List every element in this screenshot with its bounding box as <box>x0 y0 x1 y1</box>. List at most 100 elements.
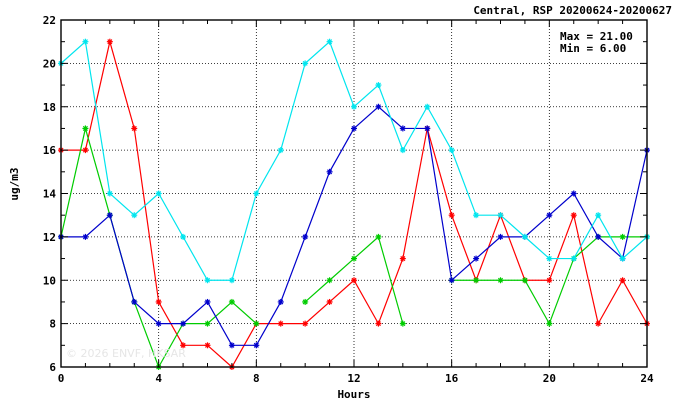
x-tick-label: 0 <box>58 372 65 385</box>
data-point <box>546 255 553 262</box>
data-point <box>106 212 113 219</box>
series-4 <box>58 38 650 284</box>
data-point <box>619 277 626 284</box>
data-point <box>521 233 528 240</box>
data-point <box>302 320 309 327</box>
data-point <box>497 212 504 219</box>
data-point <box>473 212 480 219</box>
y-tick-label: 12 <box>43 231 56 244</box>
series-line <box>61 105 648 346</box>
x-tick-label: 24 <box>640 372 654 385</box>
data-point <box>131 298 138 305</box>
x-tick-label: 20 <box>543 372 556 385</box>
data-point <box>204 342 211 349</box>
y-tick-label: 22 <box>43 14 56 27</box>
data-point <box>326 168 333 175</box>
data-point <box>204 298 211 305</box>
data-point <box>546 212 553 219</box>
data-point <box>351 255 357 262</box>
y-tick-label: 6 <box>49 361 56 374</box>
data-point <box>595 233 602 240</box>
data-point <box>131 125 138 132</box>
chart-title: Central, RSP 20200624-20200627 <box>473 4 672 17</box>
data-point <box>180 342 187 349</box>
data-point <box>375 320 382 327</box>
data-point <box>326 298 333 305</box>
data-point <box>570 212 577 219</box>
data-point <box>228 342 235 349</box>
data-point <box>277 298 284 305</box>
max-label: Max = 21.00 <box>560 30 633 43</box>
data-point <box>253 320 260 327</box>
data-point <box>204 277 211 284</box>
data-point <box>326 277 333 284</box>
data-point <box>155 298 162 305</box>
data-point <box>595 212 602 219</box>
data-point <box>448 277 455 284</box>
data-point <box>521 277 528 284</box>
data-point <box>155 190 162 197</box>
ticks: 0 4 8 12 16 20 24 6 8 10 12 14 16 18 20 22 <box>43 14 654 385</box>
x-tick-label: 12 <box>347 372 360 385</box>
data-point <box>424 125 431 132</box>
data-point <box>595 320 602 327</box>
data-point <box>82 125 89 132</box>
data-point <box>448 212 455 219</box>
data-point <box>546 277 553 284</box>
data-point <box>570 190 577 197</box>
series-line <box>61 41 648 368</box>
data-point <box>497 277 504 284</box>
data-point <box>106 38 113 45</box>
data-point <box>106 190 113 197</box>
data-point <box>497 233 504 240</box>
x-tick-label: 4 <box>155 372 162 385</box>
grid <box>61 20 647 367</box>
data-point <box>546 320 553 327</box>
data-point <box>180 320 187 327</box>
data-point <box>570 255 577 262</box>
y-tick-label: 20 <box>43 57 56 70</box>
data-point <box>399 147 406 154</box>
data-point <box>399 255 406 262</box>
data-point <box>619 233 626 240</box>
x-tick-label: 8 <box>253 372 260 385</box>
data-point <box>424 103 431 110</box>
data-point <box>351 277 357 284</box>
y-tick-label: 16 <box>43 144 57 157</box>
data-point <box>82 38 89 45</box>
data-point <box>302 298 309 305</box>
data-point <box>302 60 309 67</box>
data-point <box>277 320 284 327</box>
data-point <box>448 147 455 154</box>
data-point <box>82 147 89 154</box>
x-axis-label: Hours <box>337 388 370 401</box>
data-point <box>351 125 357 132</box>
data-point <box>82 233 89 240</box>
series-3 <box>58 103 650 349</box>
data-point <box>399 125 406 132</box>
y-tick-label: 10 <box>43 274 56 287</box>
data-point <box>619 255 626 262</box>
data-point <box>277 147 284 154</box>
data-point <box>155 320 162 327</box>
data-point <box>473 255 480 262</box>
x-tick-label: 16 <box>445 372 459 385</box>
y-tick-label: 18 <box>43 101 56 114</box>
data-point <box>180 233 187 240</box>
watermark: © 2026 ENVF, HKSAR <box>66 347 186 360</box>
data-point <box>228 298 235 305</box>
data-point <box>399 320 406 327</box>
data-point <box>351 103 357 110</box>
min-label: Min = 6.00 <box>560 42 626 55</box>
data-point <box>228 277 235 284</box>
y-tick-label: 8 <box>49 318 56 331</box>
y-axis-label: ug/m3 <box>8 167 21 200</box>
data-point <box>253 190 260 197</box>
data-point <box>253 342 260 349</box>
data-point <box>375 82 382 89</box>
data-point <box>375 103 382 110</box>
data-point <box>326 38 333 45</box>
y-tick-label: 14 <box>43 188 57 201</box>
